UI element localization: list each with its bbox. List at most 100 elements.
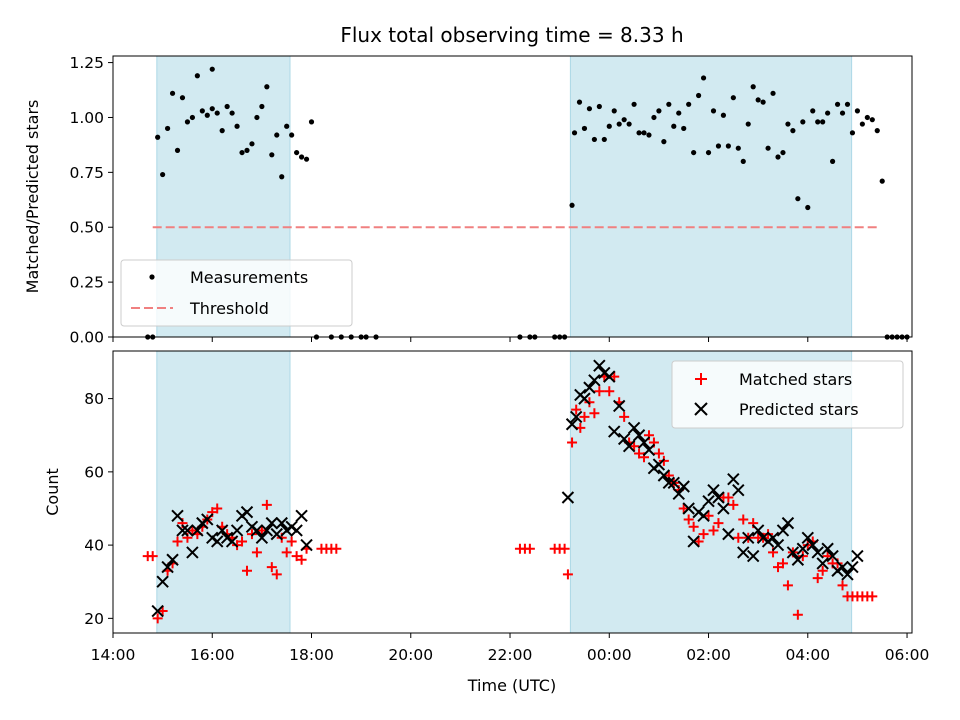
measurement-point <box>164 125 171 132</box>
measurement-point <box>691 149 697 156</box>
legend-label-threshold: Threshold <box>189 299 269 318</box>
measurement-point <box>626 121 632 127</box>
measurement-point <box>209 106 215 112</box>
predicted-star-point <box>811 546 824 559</box>
predicted-star-point <box>250 524 264 537</box>
predicted-star-point <box>270 527 283 541</box>
predicted-star-point <box>578 392 591 405</box>
measurement-point <box>621 117 627 123</box>
predicted-star-point <box>588 374 601 387</box>
predicted-star-point <box>742 531 755 544</box>
y-tick-label: 20 <box>84 610 104 628</box>
predicted-star-point <box>766 531 780 544</box>
matched-star-point <box>629 441 640 452</box>
predicted-star-point <box>722 527 735 541</box>
predicted-star-point <box>776 524 790 537</box>
measurement-point <box>730 95 736 101</box>
matched-star-point <box>792 609 803 620</box>
y-tick-label: 1.00 <box>69 109 104 127</box>
predicted-star-point <box>225 535 239 548</box>
y-tick-label: 0.50 <box>69 219 104 237</box>
matched-star-point <box>837 580 848 591</box>
top-y-ticks: 0.00 0.25 0.50 0.75 1.00 1.25 <box>69 54 113 347</box>
measurement-point <box>666 101 672 107</box>
measurement-point <box>755 97 761 103</box>
predicted-star-point <box>702 494 715 508</box>
matched-star-point <box>609 371 620 382</box>
measurement-point <box>229 110 235 116</box>
predicted-star-point <box>240 505 254 519</box>
x-tick-label: 22:00 <box>488 646 533 664</box>
predicted-star-point <box>255 531 269 544</box>
predicted-star-point <box>786 546 800 559</box>
predicted-star-point <box>697 509 710 523</box>
measurement-point <box>571 130 578 136</box>
predicted-star-point <box>737 546 750 559</box>
measurement-point <box>671 123 677 129</box>
measurement-point <box>596 103 602 110</box>
predicted-star-point <box>806 538 819 552</box>
measurement-point <box>303 156 310 162</box>
predicted-star-point <box>265 516 279 530</box>
predicted-star-point <box>732 483 745 497</box>
measurement-point <box>785 121 791 127</box>
matched-star-point <box>296 554 307 565</box>
measurement-point <box>606 123 612 129</box>
top-legend: Measurements Threshold <box>120 259 353 327</box>
predicted-star-point <box>593 359 606 372</box>
matched-star-point <box>579 411 590 422</box>
legend-label-predicted-stars: Predicted stars <box>739 400 859 419</box>
measurement-point <box>760 99 766 105</box>
measurement-point <box>681 125 687 132</box>
legend-label-matched-stars: Matched stars <box>739 370 852 389</box>
measurement-point <box>676 110 682 116</box>
predicted-star-point <box>851 549 864 563</box>
matched-star-point <box>281 547 292 558</box>
matched-star-point <box>256 525 267 536</box>
matched-star-point <box>251 547 262 558</box>
matched-star-point <box>653 448 664 459</box>
predicted-star-point <box>662 476 676 490</box>
y-tick-label: 60 <box>84 463 104 481</box>
matched-star-point <box>237 536 248 547</box>
matched-star-point <box>733 532 744 543</box>
predicted-star-point <box>230 524 244 537</box>
measurement-point <box>750 84 756 90</box>
matched-star-point <box>604 386 615 397</box>
measurement-point <box>308 119 315 125</box>
matched-star-point <box>266 562 277 573</box>
measurement-point <box>636 130 642 136</box>
predicted-star-point <box>181 524 194 537</box>
measurement-point <box>874 128 880 134</box>
y-tick-label: 1.25 <box>69 54 104 72</box>
predicted-star-point <box>642 443 656 457</box>
predicted-star-point <box>771 538 785 552</box>
measurement-point <box>775 154 781 160</box>
measurement-point <box>696 92 702 99</box>
predicted-star-point <box>156 575 169 588</box>
y-tick-label: 0.00 <box>69 329 104 347</box>
matched-star-point <box>713 518 724 529</box>
measurement-point <box>829 158 836 164</box>
matched-star-point <box>728 499 739 510</box>
measurement-point <box>249 141 255 147</box>
matched-star-point <box>562 569 573 580</box>
predicted-star-point <box>846 560 859 574</box>
measurement-point <box>705 149 712 156</box>
predicted-star-point <box>201 513 214 526</box>
measurement-point <box>199 108 205 114</box>
measurement-point <box>601 136 607 143</box>
measurement-point <box>686 101 692 107</box>
matched-star-point <box>817 565 828 576</box>
matched-star-point <box>571 404 582 415</box>
measurement-point <box>780 149 786 156</box>
measurement-point <box>569 202 575 208</box>
matched-star-point <box>261 499 272 510</box>
bottom-y-ticks: 20 40 60 80 <box>84 390 113 628</box>
predicted-star-point <box>569 410 583 424</box>
measurement-point <box>825 110 831 116</box>
predicted-star-point <box>751 524 765 537</box>
matched-star-point <box>152 613 163 624</box>
predicted-star-point <box>667 476 680 490</box>
predicted-star-point <box>622 440 636 453</box>
